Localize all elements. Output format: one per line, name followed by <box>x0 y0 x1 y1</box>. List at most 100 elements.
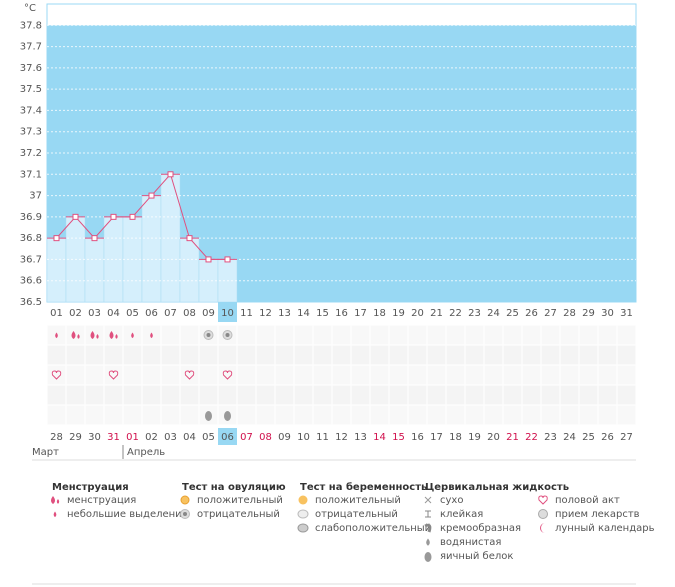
day-label: 17 <box>354 308 367 319</box>
temp-point <box>129 213 136 220</box>
egg-icon <box>224 411 231 421</box>
grid-row <box>47 365 636 385</box>
day-label: 04 <box>107 308 120 319</box>
date-label: 18 <box>449 432 462 443</box>
y-tick-label: 37.6 <box>20 63 42 74</box>
drop-icon <box>426 538 430 546</box>
grid-row <box>47 325 636 345</box>
date-label: 04 <box>183 432 196 443</box>
unit: °C <box>24 3 36 14</box>
y-tick-label: 36.6 <box>20 276 42 287</box>
legend-label: клейкая <box>440 509 483 520</box>
date-label: 15 <box>392 432 405 443</box>
date-label: 31 <box>107 432 120 443</box>
temp-column <box>141 195 162 303</box>
date-label: 09 <box>278 432 291 443</box>
date-label: 14 <box>373 432 386 443</box>
legend-label: сухо <box>440 495 463 506</box>
legend-title: Цервикальная жидкость <box>425 482 569 493</box>
selected-day <box>218 302 237 322</box>
date-label: 19 <box>468 432 481 443</box>
moon-icon <box>540 523 545 533</box>
y-tick-label: 37.7 <box>20 42 42 53</box>
day-label: 26 <box>525 308 538 319</box>
day-label: 28 <box>563 308 576 319</box>
day-label: 23 <box>468 308 481 319</box>
selected-date <box>218 428 237 445</box>
date-label: 01 <box>126 432 139 443</box>
day-label: 03 <box>88 308 101 319</box>
day-label: 24 <box>487 308 500 319</box>
date-label: 28 <box>50 432 63 443</box>
month-label: Апрель <box>127 447 165 458</box>
drop-icon <box>131 332 134 339</box>
legend-label: слабоположительный <box>315 523 431 534</box>
date-label: 25 <box>582 432 595 443</box>
egg-icon <box>205 411 212 421</box>
drop-icon <box>71 331 76 339</box>
ov-neg-dot <box>183 512 187 516</box>
y-tick-label: 36.7 <box>20 254 42 265</box>
day-label: 09 <box>202 308 215 319</box>
grid-row <box>47 405 636 425</box>
day-label: 07 <box>164 308 177 319</box>
drop-icon <box>53 511 57 518</box>
date-label: 24 <box>563 432 576 443</box>
day-label: 31 <box>620 308 633 319</box>
ov-neg-dot <box>225 333 230 337</box>
day-label: 29 <box>582 308 595 319</box>
heart-icon <box>184 370 195 380</box>
dry-icon <box>424 496 432 504</box>
egg-icon <box>424 552 432 562</box>
y-tick-label: 37.3 <box>20 127 42 138</box>
temp-line <box>56 173 228 260</box>
date-label: 10 <box>297 432 310 443</box>
y-tick-label: 36.5 <box>20 297 42 308</box>
day-label: 19 <box>392 308 405 319</box>
date-label: 22 <box>525 432 538 443</box>
heart-icon <box>108 370 119 380</box>
date-label: 03 <box>164 432 177 443</box>
temp-point <box>167 171 174 178</box>
grid-row <box>47 385 636 405</box>
ov-pos-icon <box>180 495 190 505</box>
date-label: 23 <box>544 432 557 443</box>
day-label: 30 <box>601 308 614 319</box>
day-label: 06 <box>145 308 158 319</box>
date-label: 20 <box>487 432 500 443</box>
legend-title: Тест на беременность <box>300 481 427 493</box>
legend-title: Тест на овуляцию <box>182 482 286 493</box>
date-label: 11 <box>316 432 329 443</box>
day-label: 18 <box>373 308 386 319</box>
day-label: 10 <box>221 308 234 319</box>
temp-point <box>186 235 193 242</box>
temp-point <box>53 235 60 242</box>
drop-icon <box>56 499 60 504</box>
legend-label: положительный <box>315 495 401 506</box>
heart-icon <box>222 370 233 380</box>
day-label: 15 <box>316 308 329 319</box>
day-label: 20 <box>411 308 424 319</box>
day-label: 14 <box>297 308 310 319</box>
temp-point <box>91 235 98 242</box>
day-label: 16 <box>335 308 348 319</box>
legend-label: яичный белок <box>440 551 513 562</box>
day-label: 11 <box>240 308 253 319</box>
day-label: 01 <box>50 308 63 319</box>
day-label: 12 <box>259 308 272 319</box>
temp-point <box>72 213 79 220</box>
y-tick-label: 37 <box>29 191 42 202</box>
drop-icon <box>115 334 118 339</box>
legend-label: небольшие выделения <box>67 509 188 520</box>
y-tick-label: 37.8 <box>20 20 42 31</box>
y-tick-label: 37.1 <box>20 169 42 180</box>
legend-label: отрицательный <box>197 509 280 520</box>
month-label: Март <box>32 447 59 458</box>
date-label: 07 <box>240 432 253 443</box>
day-label: 05 <box>126 308 139 319</box>
drop-icon <box>55 332 58 339</box>
day-label: 02 <box>69 308 82 319</box>
temp-column <box>84 237 105 303</box>
temp-column <box>46 237 67 303</box>
